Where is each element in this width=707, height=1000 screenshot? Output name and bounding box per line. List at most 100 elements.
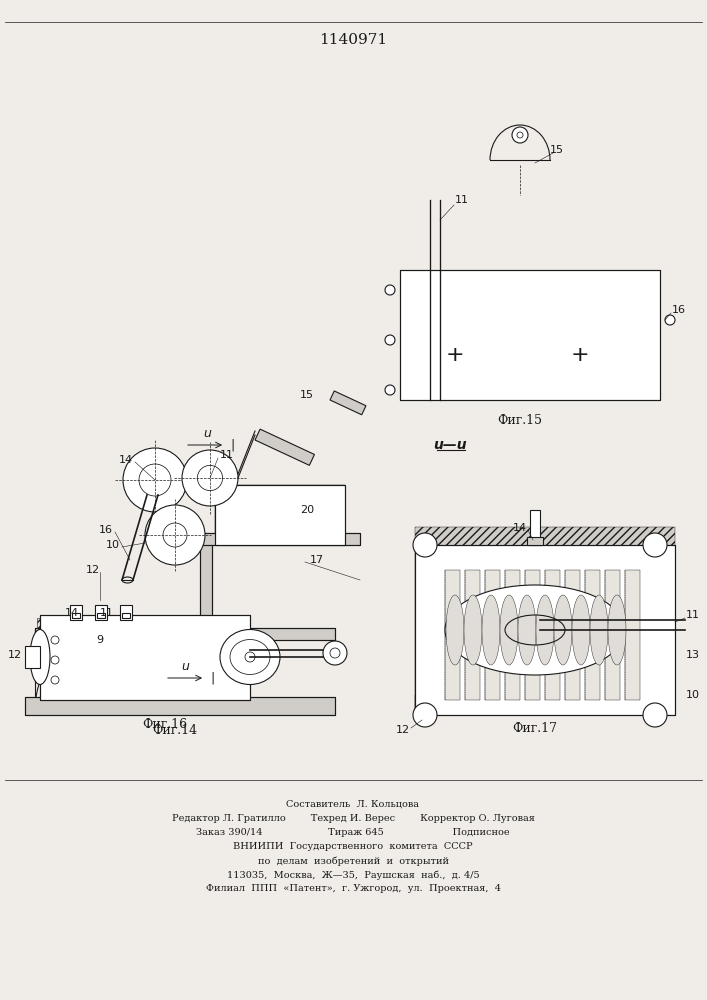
Text: 14: 14 [65, 608, 79, 618]
Bar [330, 391, 366, 415]
Bar [40, 615, 250, 700]
Text: u: u [181, 660, 189, 673]
Bar [415, 545, 435, 715]
Bar [120, 605, 132, 620]
Circle shape [51, 636, 59, 644]
Text: Фиг.14: Фиг.14 [153, 724, 197, 736]
Bar [530, 510, 540, 545]
Bar [70, 605, 82, 620]
Bar [72, 613, 80, 618]
Bar [625, 570, 640, 700]
Bar [35, 628, 335, 640]
Circle shape [51, 656, 59, 664]
Bar [255, 429, 315, 465]
Ellipse shape [220, 630, 280, 684]
Circle shape [145, 505, 205, 565]
Text: 113035,  Москва,  Ж—35,  Раушская  наб.,  д. 4/5: 113035, Москва, Ж—35, Раушская наб., д. … [227, 870, 479, 880]
Text: 13: 13 [686, 650, 700, 660]
Circle shape [139, 464, 171, 496]
Bar [200, 540, 212, 640]
Circle shape [385, 385, 395, 395]
Bar [215, 485, 345, 545]
Circle shape [385, 285, 395, 295]
Ellipse shape [572, 595, 590, 665]
Bar [605, 570, 620, 700]
Bar [585, 570, 600, 700]
Bar [200, 540, 212, 640]
Circle shape [182, 450, 238, 506]
Text: Составитель  Л. Кольцова: Составитель Л. Кольцова [286, 800, 419, 809]
Ellipse shape [554, 595, 572, 665]
Text: по  делам  изобретений  и  открытий: по делам изобретений и открытий [257, 856, 448, 865]
Text: 14: 14 [513, 523, 527, 533]
Bar [97, 613, 105, 618]
Circle shape [665, 315, 675, 325]
Text: +: + [445, 345, 464, 365]
Text: 10: 10 [686, 690, 700, 700]
Text: 16: 16 [672, 305, 686, 315]
Circle shape [51, 676, 59, 684]
Text: u: u [203, 427, 211, 440]
Ellipse shape [230, 640, 270, 674]
Bar [35, 628, 335, 640]
Text: |: | [231, 438, 235, 452]
Bar [415, 545, 675, 715]
Text: 1140971: 1140971 [319, 33, 387, 47]
Bar [545, 570, 560, 700]
Text: |: | [211, 672, 215, 684]
Text: Редактор Л. Гратилло        Техред И. Верес        Корректор О. Луговая: Редактор Л. Гратилло Техред И. Верес Кор… [172, 814, 534, 823]
Text: +: + [571, 345, 590, 365]
Bar [655, 545, 675, 715]
Circle shape [385, 335, 395, 345]
Ellipse shape [464, 595, 482, 665]
Bar [415, 527, 675, 547]
Bar [465, 570, 480, 700]
Bar [415, 695, 675, 715]
Text: 14: 14 [119, 455, 133, 465]
Bar [95, 605, 107, 620]
Text: 11: 11 [455, 195, 469, 205]
Circle shape [643, 703, 667, 727]
Circle shape [323, 641, 347, 665]
Text: 12: 12 [396, 725, 410, 735]
Circle shape [413, 533, 437, 557]
Text: 11: 11 [100, 608, 114, 618]
Text: 10: 10 [106, 540, 120, 550]
Circle shape [197, 465, 223, 491]
Text: 12: 12 [86, 565, 100, 575]
Text: Фиг.17: Фиг.17 [513, 722, 558, 734]
Bar [400, 270, 660, 400]
Ellipse shape [536, 595, 554, 665]
Bar [37, 618, 87, 630]
Circle shape [643, 533, 667, 557]
Bar [25, 697, 335, 715]
Bar [215, 485, 345, 545]
Ellipse shape [445, 585, 625, 675]
Bar [565, 570, 580, 700]
Bar [200, 533, 360, 545]
Bar [485, 570, 500, 700]
Text: 9: 9 [96, 635, 103, 645]
Bar [400, 270, 660, 400]
Bar [122, 613, 130, 618]
Text: Фиг.16: Фиг.16 [142, 718, 187, 732]
Bar [25, 697, 335, 715]
Ellipse shape [30, 630, 50, 684]
Text: 16: 16 [99, 525, 113, 535]
Bar [25, 646, 40, 668]
Ellipse shape [590, 595, 608, 665]
Text: 17: 17 [310, 555, 324, 565]
Ellipse shape [482, 595, 500, 665]
Text: 15: 15 [550, 145, 564, 155]
Bar [445, 570, 460, 700]
Text: 20: 20 [300, 505, 314, 515]
Bar [527, 537, 543, 545]
Ellipse shape [500, 595, 518, 665]
Bar [505, 570, 520, 700]
Text: ВНИИПИ  Государственного  комитета  СССР: ВНИИПИ Государственного комитета СССР [233, 842, 473, 851]
Circle shape [413, 703, 437, 727]
Bar [200, 533, 360, 545]
Text: u—u: u—u [433, 438, 467, 452]
Bar [415, 545, 675, 715]
Bar [525, 570, 540, 700]
